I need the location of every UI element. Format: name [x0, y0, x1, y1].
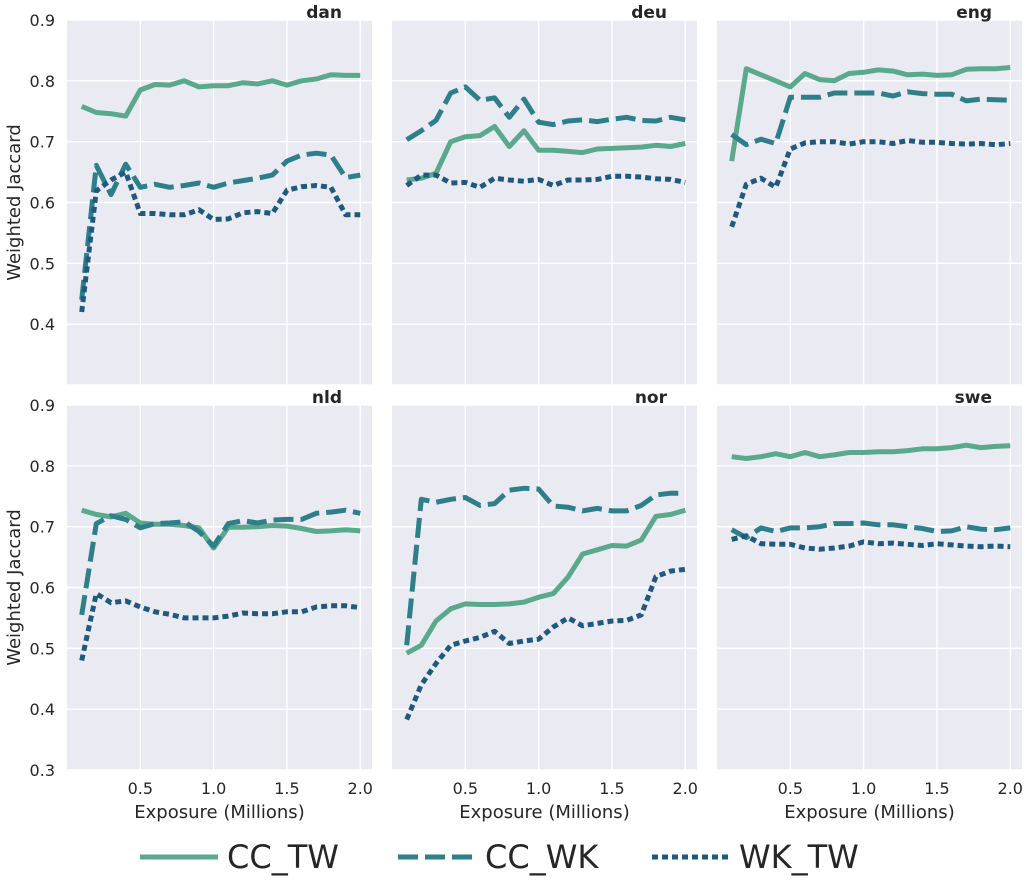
y-tick-label: 0.5 [30, 639, 55, 658]
panel-nld: nld 0.3 0.4 0.5 0.6 0.7 0.8 0.9 Weighted Jaccard… [4, 388, 373, 823]
x-tick-label: 2.0 [673, 779, 698, 798]
legend-label: CC_TW [227, 838, 339, 876]
y-tick-label: 0.9 [30, 11, 55, 30]
panel-title: eng [956, 3, 992, 23]
series-group [405, 84, 686, 190]
x-tick-label: 0.5 [453, 779, 478, 798]
panel-eng: eng [717, 3, 1022, 386]
y-tick-label: 0.6 [30, 194, 55, 213]
legend-item-wk-tw: WK_TW [652, 838, 859, 876]
series-line-cc-tw [80, 72, 361, 119]
panel-title: nor [635, 388, 668, 408]
series-line-cc-wk [405, 84, 686, 142]
y-axis-title: Weighted Jaccard [4, 124, 25, 281]
series-group [729, 65, 1011, 228]
y-tick-label: 0.4 [30, 315, 55, 334]
series-group [79, 72, 361, 313]
y-tick-label: 0.6 [30, 579, 55, 598]
series-group [730, 442, 1011, 552]
series-line-cc-wk [730, 520, 1011, 541]
y-tick-label: 0.9 [30, 396, 55, 415]
series-line-cc-tw [729, 65, 1011, 162]
series-line-cc-tw [406, 124, 686, 183]
x-tick-label: 1.0 [201, 779, 226, 798]
panel-swe: swe 0.5 1.0 1.5 2.0 Exposure (Millions) [717, 388, 1023, 823]
series-group [404, 485, 687, 721]
panel-title: deu [631, 3, 667, 23]
panel-deu: deu [392, 3, 697, 386]
series-line-wk-tw [79, 591, 361, 662]
panel-title: dan [306, 3, 342, 23]
series-line-cc-tw [405, 507, 687, 656]
legend-item-cc-wk: CC_WK [398, 838, 599, 876]
y-axis-title: Weighted Jaccard [4, 509, 25, 666]
series-line-cc-wk [730, 89, 1011, 148]
panel-dan: dan 0.4 0.5 0.6 0.7 0.8 0.9 Weighted Jaccard [4, 3, 372, 386]
x-tick-label: 2.0 [348, 779, 373, 798]
legend: CC_TW CC_WK WK_TW [140, 838, 859, 876]
legend-item-cc-tw: CC_TW [140, 838, 339, 876]
series-line-cc-wk [79, 507, 361, 616]
legend-label: WK_TW [739, 838, 859, 876]
y-tick-label: 0.7 [30, 518, 55, 537]
x-tick-label: 2.0 [998, 779, 1023, 798]
x-tick-label: 1.5 [599, 779, 624, 798]
legend-label: CC_WK [485, 838, 599, 876]
x-axis-title: Exposure (Millions) [784, 802, 954, 823]
series-line-wk-tw [729, 138, 1011, 228]
y-tick-label: 0.8 [30, 457, 55, 476]
x-axis-title: Exposure (Millions) [459, 802, 629, 823]
x-tick-label: 0.5 [128, 779, 153, 798]
series-line-cc-wk [79, 150, 361, 301]
x-tick-label: 1.5 [924, 779, 949, 798]
y-tick-label: 0.8 [30, 72, 55, 91]
series-line-cc-wk [404, 485, 686, 646]
x-tick-label: 1.5 [274, 779, 299, 798]
panel-title: nld [312, 388, 342, 408]
x-tick-label: 1.0 [526, 779, 551, 798]
y-tick-label: 0.4 [30, 700, 55, 719]
series-line-wk-tw [404, 566, 686, 721]
series-line-wk-tw [731, 533, 1011, 552]
y-tick-label: 0.7 [30, 133, 55, 152]
x-axis-title: Exposure (Millions) [134, 802, 304, 823]
series-line-wk-tw [405, 172, 686, 190]
panel-nor: nor 0.5 1.0 1.5 2.0 Exposure (Millions) [392, 388, 698, 823]
y-tick-label: 0.3 [30, 761, 55, 780]
series-line-cc-tw [731, 442, 1011, 461]
panel-title: swe [955, 388, 992, 408]
series-line-wk-tw [79, 169, 361, 313]
x-tick-label: 0.5 [778, 779, 803, 798]
y-tick-label: 0.5 [30, 254, 55, 273]
series-group [79, 507, 361, 662]
x-tick-label: 1.0 [851, 779, 876, 798]
